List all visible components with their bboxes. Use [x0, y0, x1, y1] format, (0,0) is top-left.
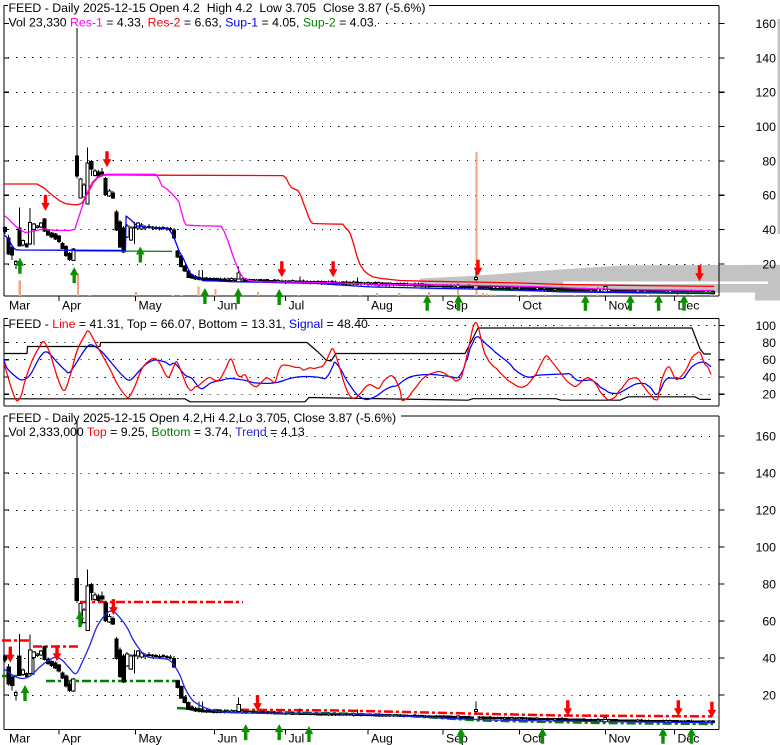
svg-text:20: 20 — [762, 257, 776, 271]
svg-text:Mar: Mar — [9, 732, 30, 745]
svg-text:120: 120 — [755, 86, 776, 100]
svg-text:Jul: Jul — [289, 299, 305, 313]
svg-text:100: 100 — [755, 319, 776, 333]
svg-text:Apr: Apr — [62, 732, 81, 745]
svg-text:Nov: Nov — [609, 299, 632, 313]
svg-text:Jun: Jun — [218, 732, 238, 745]
svg-text:FEED - Daily 2025-12-15 Open 4: FEED - Daily 2025-12-15 Open 4.2 High 4.… — [9, 1, 426, 15]
svg-text:160: 160 — [755, 17, 776, 31]
svg-text:160: 160 — [755, 429, 776, 443]
svg-text:Mar: Mar — [9, 299, 30, 313]
svg-text:20: 20 — [762, 688, 776, 702]
svg-text:60: 60 — [762, 353, 776, 367]
svg-text:Oct: Oct — [523, 732, 543, 745]
svg-text:May: May — [139, 732, 163, 745]
svg-text:80: 80 — [762, 154, 776, 168]
svg-text:140: 140 — [755, 51, 776, 65]
svg-text:Vol 2,333,000 Top = 9.25, Bott: Vol 2,333,000 Top = 9.25, Bottom = 3.74,… — [9, 425, 305, 439]
svg-text:Dec: Dec — [678, 299, 700, 313]
svg-text:Aug: Aug — [371, 732, 393, 745]
svg-text:80: 80 — [762, 577, 776, 591]
svg-text:May: May — [139, 299, 163, 313]
svg-text:Vol 23,330 Res-1 = 4.33, Res-2: Vol 23,330 Res-1 = 4.33, Res-2 = 6.63, S… — [9, 15, 378, 29]
svg-text:100: 100 — [755, 540, 776, 554]
svg-text:Jun: Jun — [218, 299, 238, 313]
svg-text:Oct: Oct — [523, 299, 543, 313]
svg-text:FEED - Line = 41.31, Top = 66.: FEED - Line = 41.31, Top = 66.07, Bottom… — [9, 317, 369, 331]
svg-text:Jul: Jul — [289, 732, 305, 745]
svg-text:80: 80 — [762, 336, 776, 350]
svg-text:120: 120 — [755, 503, 776, 517]
svg-text:Apr: Apr — [62, 299, 81, 313]
svg-text:20: 20 — [762, 388, 776, 402]
svg-text:100: 100 — [755, 120, 776, 134]
svg-text:60: 60 — [762, 614, 776, 628]
svg-text:Sep: Sep — [446, 732, 468, 745]
svg-text:140: 140 — [755, 466, 776, 480]
svg-text:40: 40 — [762, 370, 776, 384]
svg-text:40: 40 — [762, 651, 776, 665]
svg-text:Aug: Aug — [371, 299, 393, 313]
svg-text:Nov: Nov — [609, 732, 632, 745]
svg-text:FEED - Daily 2025-12-15 Open 4: FEED - Daily 2025-12-15 Open 4.2,Hi 4.2,… — [9, 411, 397, 425]
svg-text:40: 40 — [762, 223, 776, 237]
svg-text:60: 60 — [762, 189, 776, 203]
